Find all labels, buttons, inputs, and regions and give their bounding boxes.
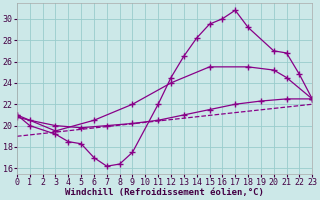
X-axis label: Windchill (Refroidissement éolien,°C): Windchill (Refroidissement éolien,°C) bbox=[65, 188, 264, 197]
